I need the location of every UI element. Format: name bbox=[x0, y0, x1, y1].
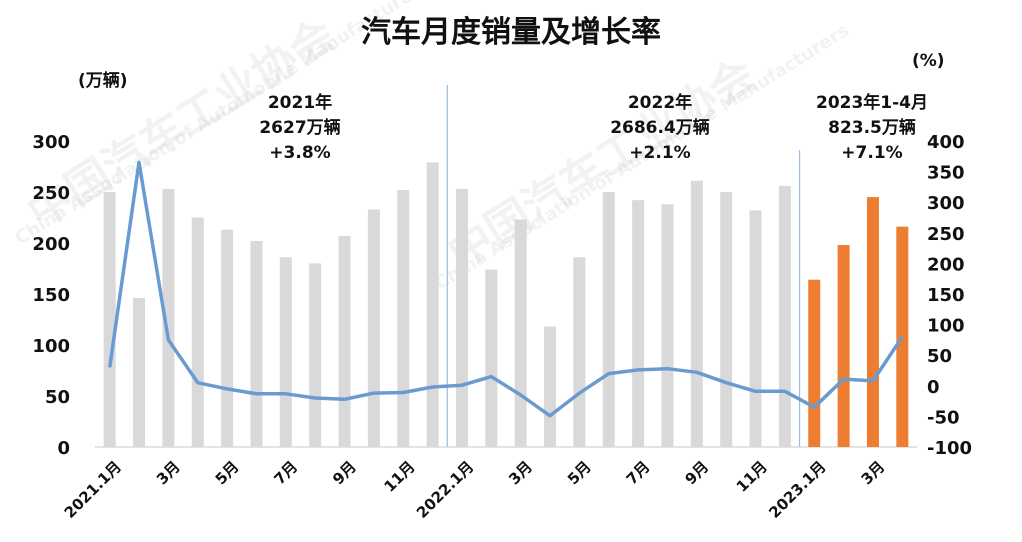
x-tick-label: 11月 bbox=[733, 458, 771, 496]
right-axis-unit: (%) bbox=[912, 51, 945, 71]
x-tick-label: 9月 bbox=[329, 458, 360, 489]
bar-2022.1 bbox=[455, 188, 468, 447]
bar-2021.8 bbox=[309, 263, 322, 447]
x-tick-label: 5月 bbox=[564, 458, 595, 489]
bar-2021.9 bbox=[338, 235, 351, 447]
bar-2022.8 bbox=[661, 204, 674, 447]
left-tick-label: 0 bbox=[57, 438, 70, 459]
bar-2021.10 bbox=[367, 209, 380, 447]
bar-2022.2 bbox=[485, 269, 498, 447]
x-tick-label: 11月 bbox=[380, 458, 418, 496]
bar-2022.11 bbox=[749, 210, 762, 447]
annotation-2022-line-1: 2022年 bbox=[628, 92, 692, 113]
bar-2023.2 bbox=[837, 245, 850, 447]
right-tick-label: 150 bbox=[927, 285, 965, 306]
x-tick-label: 2022.1月 bbox=[413, 458, 477, 522]
right-tick-label: 400 bbox=[927, 132, 965, 153]
right-tick-label: 300 bbox=[927, 193, 965, 214]
bar-2022.3 bbox=[514, 219, 527, 447]
left-tick-label: 250 bbox=[32, 183, 70, 204]
x-tick-label: 9月 bbox=[681, 458, 712, 489]
bar-2021.7 bbox=[279, 257, 292, 447]
bar-2021.12 bbox=[426, 162, 439, 448]
annotation-2022-line-3: +2.1% bbox=[629, 143, 690, 163]
x-tick-label: 3月 bbox=[505, 458, 536, 489]
bar-2022.7 bbox=[632, 200, 645, 447]
bar-2021.4 bbox=[191, 217, 204, 447]
annotation-2021-line-3: +3.8% bbox=[269, 143, 330, 163]
left-tick-label: 150 bbox=[32, 285, 70, 306]
left-axis-ticks: 300 250 200 150 100 50 0 bbox=[32, 132, 70, 459]
bar-2022.10 bbox=[720, 192, 733, 447]
annotation-2022: 2022年 2686.4万辆 +2.1% bbox=[610, 92, 710, 163]
annotation-2023-line-2: 823.5万辆 bbox=[828, 117, 916, 138]
bar-2021.6 bbox=[250, 240, 263, 447]
annotation-2021-line-2: 2627万辆 bbox=[259, 117, 340, 138]
chart-title: 汽车月度销量及增长率 bbox=[361, 15, 661, 50]
right-tick-label: -100 bbox=[927, 438, 972, 459]
annotation-2021-line-1: 2021年 bbox=[268, 92, 332, 113]
growth-rate-polyline bbox=[107, 160, 904, 418]
x-tick-label: 2021.1月 bbox=[61, 458, 125, 522]
growth-rate-line bbox=[107, 160, 904, 418]
x-tick-label: 7月 bbox=[623, 458, 654, 489]
left-tick-label: 200 bbox=[32, 234, 70, 255]
left-tick-label: 300 bbox=[32, 132, 70, 153]
right-tick-label: 200 bbox=[927, 254, 965, 275]
x-tick-label: 3月 bbox=[153, 458, 184, 489]
left-tick-label: 50 bbox=[45, 387, 70, 408]
annotation-2023-line-3: +7.1% bbox=[841, 143, 902, 163]
right-tick-label: 250 bbox=[927, 224, 965, 245]
left-tick-label: 100 bbox=[32, 336, 70, 357]
right-tick-label: 0 bbox=[927, 377, 940, 398]
left-axis-unit: (万辆) bbox=[78, 70, 128, 91]
x-tick-label: 5月 bbox=[212, 458, 243, 489]
annotation-2021: 2021年 2627万辆 +3.8% bbox=[259, 92, 340, 163]
x-tick-label: 7月 bbox=[270, 458, 301, 489]
bar-2022.4 bbox=[544, 326, 557, 447]
bar-2021.11 bbox=[397, 189, 410, 447]
bar-2021.2 bbox=[133, 298, 146, 447]
annotation-2022-line-2: 2686.4万辆 bbox=[610, 117, 710, 138]
right-tick-label: -50 bbox=[927, 407, 960, 428]
bar-2022.12 bbox=[778, 185, 791, 447]
bar-2022.5 bbox=[573, 257, 586, 447]
bar-2022.9 bbox=[690, 180, 703, 447]
right-tick-label: 50 bbox=[927, 346, 952, 367]
x-tick-label: 2023.1月 bbox=[765, 458, 829, 522]
annotation-2023: 2023年1-4月 823.5万辆 +7.1% bbox=[816, 92, 928, 163]
right-tick-label: 100 bbox=[927, 316, 965, 337]
bar-2021.3 bbox=[162, 188, 175, 447]
bar-2022.6 bbox=[602, 192, 615, 447]
annotation-2023-line-1: 2023年1-4月 bbox=[816, 92, 928, 113]
x-tick-label: 3月 bbox=[858, 458, 889, 489]
right-axis-ticks: 400 350 300 250 200 150 100 50 0 -50 -100 bbox=[927, 132, 972, 459]
bar-2023.1 bbox=[808, 279, 821, 447]
bar-2021.1 bbox=[103, 192, 116, 447]
bar-2023.3 bbox=[866, 197, 879, 447]
sales-bars bbox=[103, 162, 909, 448]
bar-2021.5 bbox=[221, 229, 234, 447]
right-tick-label: 350 bbox=[927, 163, 965, 184]
